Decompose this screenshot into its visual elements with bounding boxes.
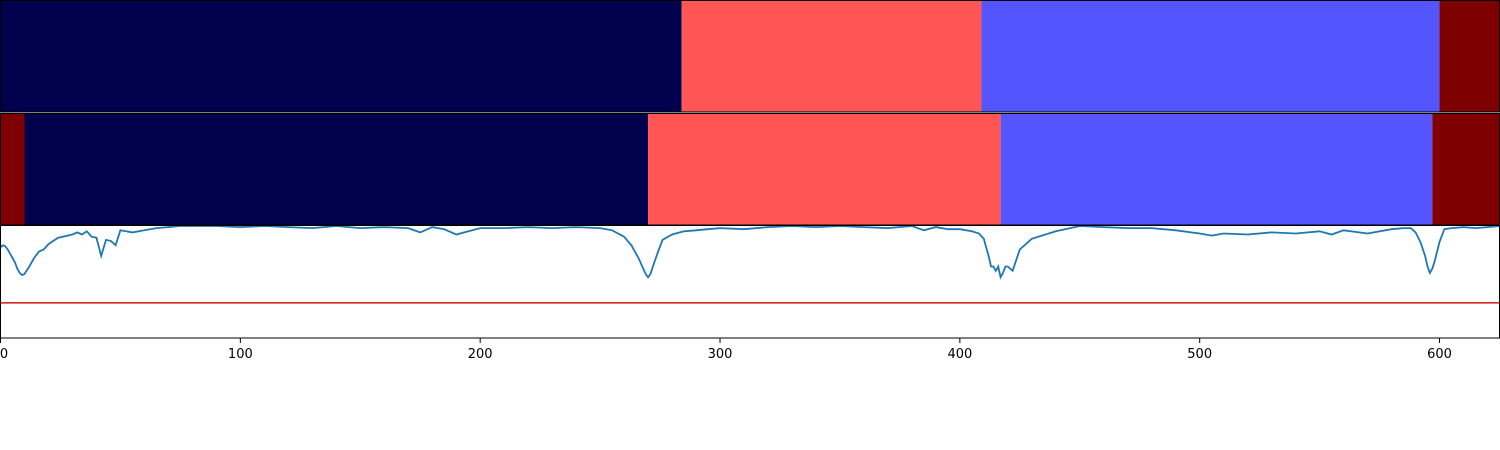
segment-1-1 (24, 114, 649, 225)
series-line (0, 225, 1500, 280)
segment-0-1 (681, 1, 982, 112)
segment-1-3 (1000, 114, 1433, 225)
segment-1-2 (648, 114, 1001, 225)
x-tick-label-6: 600 (1427, 347, 1452, 362)
x-axis: 0 100 200 300 400 500 600 (0, 338, 1452, 362)
segment-1-4 (1432, 114, 1500, 225)
line-plot-frame (0, 225, 1500, 339)
x-tick-label-1: 100 (228, 347, 253, 362)
x-tick-label-2: 200 (468, 347, 493, 362)
segment-bar-middle (0, 114, 1500, 225)
segment-0-2 (981, 1, 1440, 112)
x-tick-label-3: 300 (708, 347, 733, 362)
segment-bar-top (0, 1, 1500, 112)
segment-0-3 (1439, 1, 1500, 112)
x-tick-label-5: 500 (1187, 347, 1212, 362)
segment-0-0 (0, 1, 682, 112)
line-plot (0, 225, 1500, 304)
segment-1-0 (0, 114, 25, 225)
x-tick-label-4: 400 (947, 347, 972, 362)
x-tick-label-0: 0 (0, 347, 8, 362)
